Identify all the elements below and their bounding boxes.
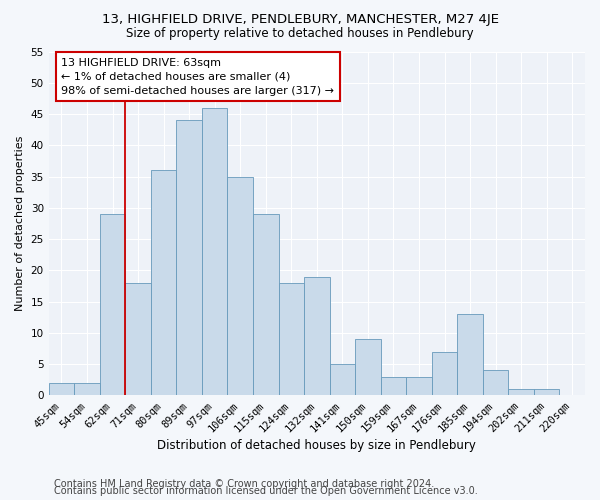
Text: Contains HM Land Registry data © Crown copyright and database right 2024.: Contains HM Land Registry data © Crown c… [54,479,434,489]
Bar [432,352,457,396]
Bar [227,176,253,396]
Text: 13, HIGHFIELD DRIVE, PENDLEBURY, MANCHESTER, M27 4JE: 13, HIGHFIELD DRIVE, PENDLEBURY, MANCHES… [101,12,499,26]
Bar [176,120,202,396]
Text: Contains public sector information licensed under the Open Government Licence v3: Contains public sector information licen… [54,486,478,496]
Bar [329,364,355,396]
Bar [483,370,508,396]
X-axis label: Distribution of detached houses by size in Pendlebury: Distribution of detached houses by size … [157,440,476,452]
Bar [74,383,100,396]
Bar [100,214,125,396]
Bar [508,389,534,396]
Text: Size of property relative to detached houses in Pendlebury: Size of property relative to detached ho… [126,28,474,40]
Bar [49,383,74,396]
Bar [355,339,380,396]
Text: 13 HIGHFIELD DRIVE: 63sqm
← 1% of detached houses are smaller (4)
98% of semi-de: 13 HIGHFIELD DRIVE: 63sqm ← 1% of detach… [61,58,334,96]
Bar [304,276,329,396]
Bar [380,376,406,396]
Y-axis label: Number of detached properties: Number of detached properties [15,136,25,311]
Bar [253,214,278,396]
Bar [457,314,483,396]
Bar [406,376,432,396]
Bar [125,283,151,396]
Bar [202,108,227,396]
Bar [151,170,176,396]
Bar [278,283,304,396]
Bar [534,389,559,396]
